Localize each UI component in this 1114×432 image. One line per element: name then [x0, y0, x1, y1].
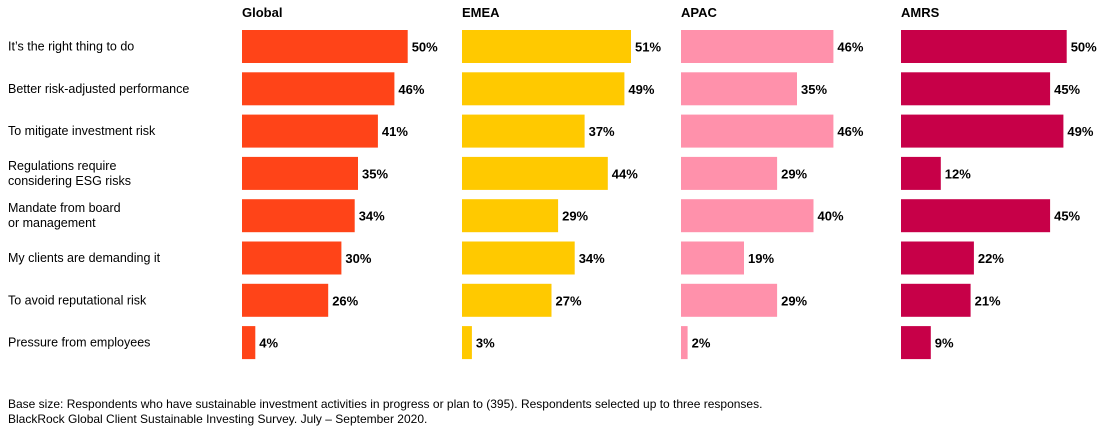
bar-emea [462, 72, 625, 106]
bar-global [242, 199, 355, 233]
data-label-emea: 49% [628, 82, 654, 97]
data-label-emea: 37% [589, 124, 615, 139]
bar-apac [681, 326, 688, 360]
data-label-emea: 27% [556, 293, 582, 308]
bar-amrs [901, 72, 1051, 106]
bar-amrs [901, 156, 941, 190]
bar-global [242, 326, 256, 360]
bar-chart: It’s the right thing to do Better risk-ad… [8, 5, 1097, 360]
bar-amrs [901, 241, 974, 275]
bar-emea [462, 283, 552, 317]
data-label-global: 50% [412, 40, 438, 55]
data-label-amrs: 22% [978, 251, 1004, 266]
category-label: To mitigate investment risk [8, 124, 156, 138]
data-label-emea: 29% [562, 209, 588, 224]
bar-apac [681, 72, 797, 106]
bar-emea [462, 156, 608, 190]
footnote-base-size: Base size: Respondents who have sustaina… [8, 397, 763, 411]
category-label: Mandate from board or management [8, 201, 121, 230]
data-label-apac: 46% [837, 124, 863, 139]
data-label-amrs: 45% [1054, 82, 1080, 97]
category-label: My clients are demanding it [8, 251, 161, 265]
bar-amrs [901, 199, 1051, 233]
data-label-apac: 40% [818, 209, 844, 224]
bar-apac [681, 199, 814, 233]
series-title-amrs: AMRS [901, 5, 940, 20]
bar-apac [681, 156, 778, 190]
bar-emea [462, 241, 575, 275]
series-title-emea: EMEA [462, 5, 500, 20]
data-label-apac: 29% [781, 293, 807, 308]
bar-amrs [901, 283, 971, 317]
bar-amrs [901, 114, 1064, 148]
bar-global [242, 241, 342, 275]
data-label-apac: 35% [801, 82, 827, 97]
data-label-amrs: 12% [945, 166, 971, 181]
data-label-global: 41% [382, 124, 408, 139]
footnote: Base size: Respondents who have sustaina… [8, 397, 762, 427]
data-label-apac: 29% [781, 166, 807, 181]
data-label-global: 46% [398, 82, 424, 97]
bar-emea [462, 114, 585, 148]
data-label-apac: 19% [748, 251, 774, 266]
bar-emea [462, 326, 472, 360]
category-label: It’s the right thing to do [8, 40, 134, 54]
bar-global [242, 72, 395, 106]
data-label-amrs: 50% [1071, 40, 1097, 55]
category-label: Better risk-adjusted performance [8, 82, 189, 96]
data-label-global: 35% [362, 166, 388, 181]
data-label-global: 26% [332, 293, 358, 308]
bar-apac [681, 30, 834, 63]
data-label-emea: 3% [476, 336, 495, 351]
data-label-amrs: 49% [1067, 124, 1093, 139]
data-label-global: 4% [259, 336, 278, 351]
data-label-global: 30% [345, 251, 371, 266]
data-label-emea: 51% [635, 40, 661, 55]
category-label: Pressure from employees [8, 336, 150, 350]
bar-apac [681, 114, 834, 148]
data-label-emea: 34% [579, 251, 605, 266]
bar-emea [462, 199, 559, 233]
data-label-apac: 46% [837, 40, 863, 55]
category-label: Regulations require considering ESG risks [8, 159, 131, 188]
bar-apac [681, 241, 744, 275]
bar-emea [462, 30, 631, 63]
bar-amrs [901, 30, 1067, 63]
bar-apac [681, 283, 778, 317]
series-title-apac: APAC [681, 5, 717, 20]
bar-amrs [901, 326, 931, 360]
data-label-amrs: 45% [1054, 209, 1080, 224]
data-label-emea: 44% [612, 166, 638, 181]
data-label-apac: 2% [692, 336, 711, 351]
bar-global [242, 30, 408, 63]
footnote-source: BlackRock Global Client Sustainable Inve… [8, 412, 428, 426]
category-label: To avoid reputational risk [8, 293, 147, 307]
data-label-global: 34% [359, 209, 385, 224]
bar-global [242, 283, 329, 317]
bar-global [242, 114, 378, 148]
bar-global [242, 156, 358, 190]
data-label-amrs: 21% [975, 293, 1001, 308]
data-label-amrs: 9% [935, 336, 954, 351]
series-title-global: Global [242, 5, 282, 20]
